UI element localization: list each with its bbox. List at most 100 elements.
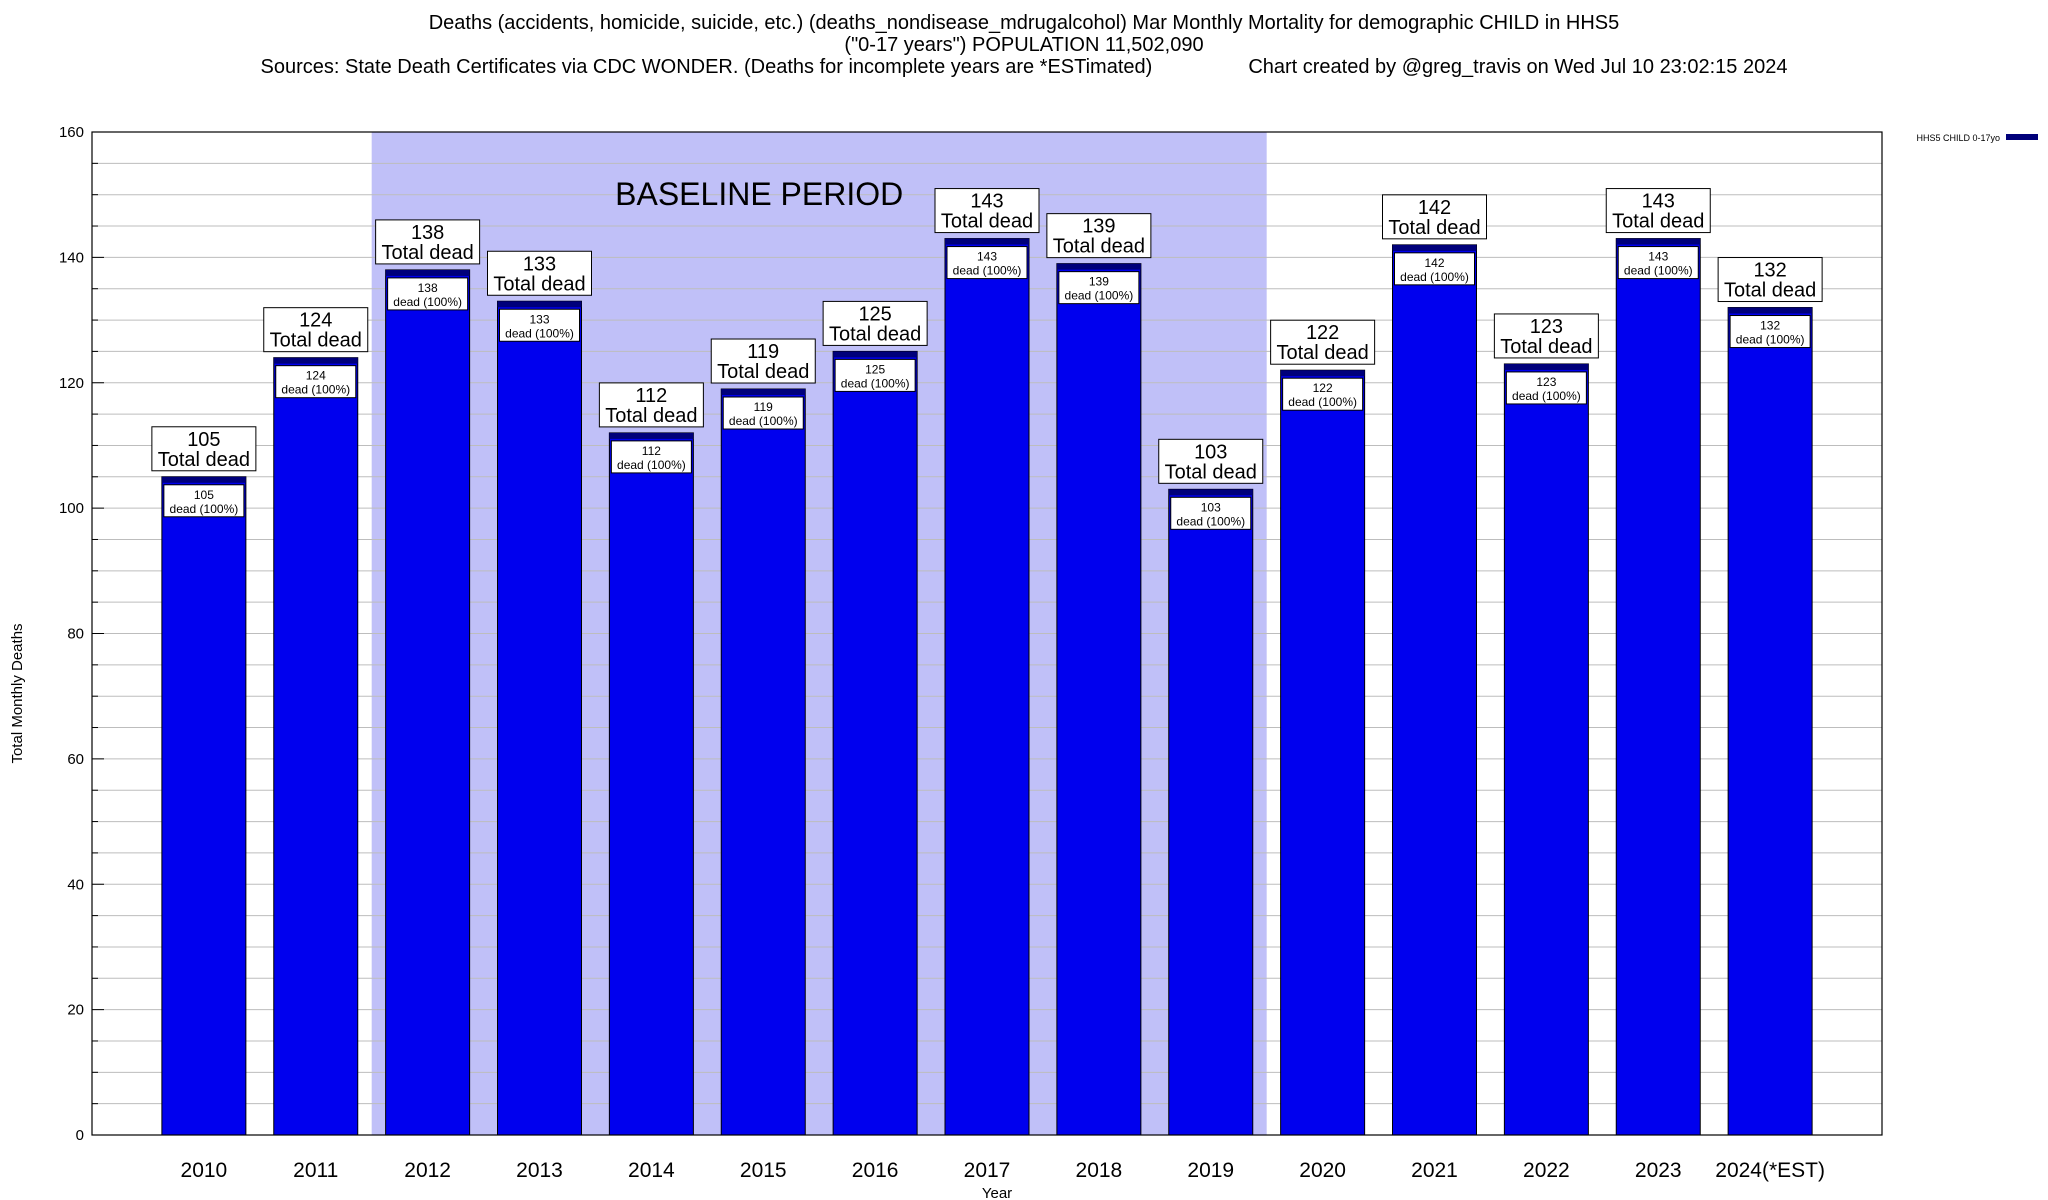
y-tick-label: 40 bbox=[67, 876, 84, 893]
inner-label-box bbox=[387, 277, 469, 311]
inner-value-label: 122 bbox=[1313, 381, 1333, 395]
y-axis-label: Total Monthly Deaths bbox=[9, 623, 26, 763]
y-tick-label: 120 bbox=[59, 375, 84, 392]
y-tick-label: 0 bbox=[76, 1127, 84, 1144]
bar-top-band bbox=[833, 351, 918, 358]
inner-label-box bbox=[1617, 246, 1699, 280]
total-value-label: 138 bbox=[411, 222, 444, 244]
bar bbox=[273, 357, 359, 1136]
bar-top-band bbox=[1280, 370, 1365, 377]
inner-percent-label: dead (100%) bbox=[1176, 514, 1245, 528]
inner-label-box bbox=[1170, 496, 1252, 530]
x-tick-label: 2014 bbox=[628, 1159, 675, 1182]
inner-percent-label: dead (100%) bbox=[1288, 395, 1357, 409]
bar bbox=[1280, 369, 1366, 1136]
total-text-label: Total dead bbox=[493, 273, 585, 295]
total-label-box bbox=[1270, 319, 1376, 365]
total-value-label: 123 bbox=[1530, 316, 1563, 338]
total-label-box bbox=[710, 338, 816, 384]
inner-label-box bbox=[499, 308, 580, 342]
inner-value-label: 112 bbox=[642, 444, 661, 458]
y-tick-label: 140 bbox=[59, 249, 84, 266]
bar-top-band bbox=[385, 269, 470, 276]
total-text-label: Total dead bbox=[1500, 336, 1592, 358]
chart-credit: Chart created by @greg_travis on Wed Jul… bbox=[1248, 56, 1788, 78]
x-tick-label: 2024(*EST) bbox=[1715, 1159, 1825, 1182]
total-text-label: Total dead bbox=[1724, 280, 1816, 302]
inner-percent-label: dead (100%) bbox=[505, 326, 574, 340]
bar-top-band bbox=[1504, 363, 1589, 370]
y-tick-label: 20 bbox=[67, 1002, 84, 1019]
total-text-label: Total dead bbox=[1612, 211, 1704, 233]
total-text-label: Total dead bbox=[1388, 217, 1480, 239]
total-text-label: Total dead bbox=[381, 242, 473, 264]
total-value-label: 122 bbox=[1306, 322, 1339, 344]
bar bbox=[1056, 263, 1142, 1136]
inner-label-box bbox=[1729, 315, 1811, 349]
x-tick-label: 2010 bbox=[181, 1159, 228, 1182]
total-text-label: Total dead bbox=[829, 323, 921, 345]
inner-percent-label: dead (100%) bbox=[281, 383, 350, 397]
bar bbox=[832, 350, 918, 1136]
total-value-label: 112 bbox=[635, 385, 667, 407]
bar bbox=[161, 476, 247, 1136]
chart-source: Sources: State Death Certificates via CD… bbox=[260, 56, 1153, 78]
inner-label-box bbox=[610, 440, 692, 474]
total-label-box bbox=[151, 426, 257, 472]
bar-top-band bbox=[1392, 244, 1477, 251]
bar bbox=[1615, 238, 1701, 1136]
total-text-label: Total dead bbox=[1053, 236, 1145, 258]
total-label-box bbox=[1717, 257, 1823, 303]
total-text-label: Total dead bbox=[1165, 461, 1257, 483]
total-value-label: 132 bbox=[1753, 260, 1786, 282]
total-text-label: Total dead bbox=[1276, 342, 1368, 364]
inner-value-label: 105 bbox=[194, 488, 214, 502]
total-value-label: 119 bbox=[747, 341, 779, 363]
bar-top-band bbox=[273, 357, 358, 364]
total-label-box bbox=[934, 188, 1040, 234]
x-tick-label: 2018 bbox=[1076, 1159, 1123, 1182]
inner-value-label: 142 bbox=[1424, 256, 1444, 270]
chart-titles: Deaths (accidents, homicide, suicide, et… bbox=[0, 12, 2048, 78]
y-tick-label: 60 bbox=[67, 751, 84, 768]
inner-value-label: 133 bbox=[529, 312, 549, 326]
total-label-box bbox=[822, 300, 928, 346]
total-value-label: 124 bbox=[299, 310, 332, 332]
total-value-label: 125 bbox=[858, 303, 891, 325]
inner-label-box bbox=[1058, 271, 1140, 305]
baseline-period-label: BASELINE PERIOD bbox=[615, 176, 903, 212]
bar-top-band bbox=[1168, 489, 1253, 496]
inner-percent-label: dead (100%) bbox=[953, 264, 1022, 278]
total-text-label: Total dead bbox=[717, 361, 809, 383]
total-label-box bbox=[1605, 188, 1711, 234]
bar bbox=[720, 388, 806, 1136]
inner-label-box bbox=[275, 365, 357, 399]
chart-subtitle: ("0-17 years") POPULATION 11,502,090 bbox=[844, 34, 1204, 56]
bar bbox=[1168, 488, 1254, 1136]
x-tick-label: 2015 bbox=[740, 1159, 787, 1182]
inner-percent-label: dead (100%) bbox=[1512, 389, 1581, 403]
bar-top-band bbox=[497, 301, 582, 308]
inner-value-label: 132 bbox=[1760, 319, 1780, 333]
total-label-box bbox=[375, 219, 481, 265]
total-value-label: 143 bbox=[1642, 191, 1675, 213]
bar bbox=[497, 300, 582, 1136]
inner-label-box bbox=[1394, 252, 1475, 286]
inner-percent-label: dead (100%) bbox=[393, 295, 462, 309]
bar bbox=[1392, 244, 1477, 1136]
bar-top-band bbox=[945, 238, 1029, 245]
y-tick-label: 100 bbox=[59, 500, 84, 517]
total-text-label: Total dead bbox=[941, 211, 1033, 233]
total-value-label: 142 bbox=[1418, 197, 1451, 219]
bar-top-band bbox=[161, 476, 246, 483]
x-tick-label: 2019 bbox=[1187, 1159, 1234, 1182]
inner-percent-label: dead (100%) bbox=[617, 458, 686, 472]
inner-label-box bbox=[834, 358, 916, 392]
inner-percent-label: dead (100%) bbox=[1065, 289, 1134, 303]
bar bbox=[1727, 307, 1813, 1136]
total-value-label: 103 bbox=[1194, 441, 1227, 463]
inner-value-label: 125 bbox=[865, 362, 885, 376]
total-label-box bbox=[1046, 213, 1152, 259]
total-value-label: 105 bbox=[187, 429, 220, 451]
